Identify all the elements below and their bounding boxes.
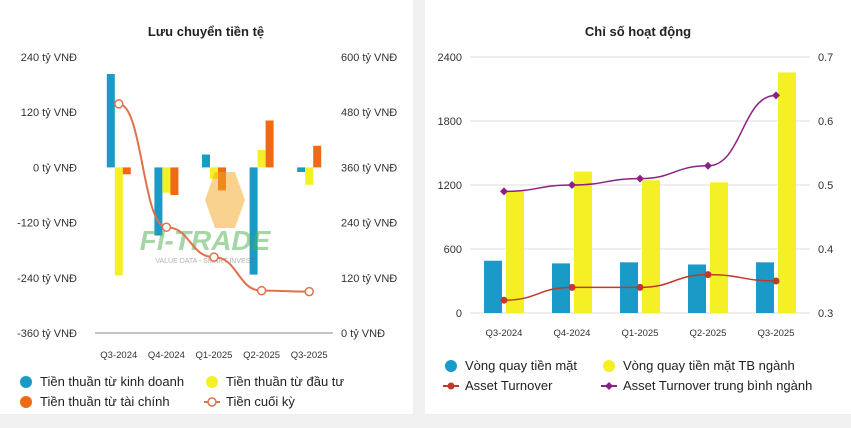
point-tien-cuoi-ky: [256, 285, 267, 296]
bar-vòng-quay-tiền-mặt: [688, 264, 706, 313]
x-axis-category-label: Q4-2024: [554, 328, 591, 339]
line-tien-cuoi-ky: [118, 102, 310, 293]
bar-vòng-quay-tiền-mặt: [484, 260, 502, 313]
point-asset-turnover-trung-bình-ngành: [772, 91, 780, 100]
x-axis-category-label: Q2-2025: [243, 350, 280, 361]
watermark-tagline: VALUE DATA - SMART INVEST: [155, 258, 255, 265]
point-asset-turnover: [500, 296, 508, 304]
activity-ratios-chart: Chỉ số hoạt động 2400 1800 1200 600 0 0.7 0.6 0…: [438, 24, 834, 393]
cash-flow-chart: Lưu chuyển tiền tệ 240 tỷ VNĐ 120 tỷ VNĐ 0…: [17, 24, 397, 409]
bar-tiền-thuần-từ-kinh-doanh: [297, 167, 306, 172]
left-axis-tick-label: -120 tỷ VNĐ: [17, 218, 77, 230]
right-axis-tick-label: 0.3: [818, 308, 833, 320]
left-axis-tick-label: 1200: [438, 180, 462, 192]
legend-marker: [603, 360, 615, 372]
legend-label: Tiền thuần từ tài chính: [40, 394, 170, 409]
bar-tiền-thuần-từ-đầu-tư: [162, 167, 171, 193]
legend-label: Asset Turnover trung bình ngành: [623, 378, 812, 393]
legend-marker-dot: [207, 397, 217, 407]
legend-label: Tiền thuần từ kinh doanh: [40, 374, 184, 389]
point-tien-cuoi-ky: [114, 99, 124, 109]
bar-vòng-quay-tiền-mặt-tb-ngành: [574, 171, 592, 313]
left-axis-tick-label: 120 tỷ VNĐ: [21, 107, 77, 119]
left-axis-tick-label: 2400: [438, 52, 462, 64]
legend-marker: [20, 376, 32, 388]
legend-marker: [445, 360, 457, 372]
x-axis-category-label: Q1-2025: [622, 328, 659, 339]
point-asset-turnover: [636, 283, 644, 291]
point-tien-cuoi-ky: [161, 222, 172, 232]
x-axis-category-label: Q3-2024: [100, 350, 137, 361]
bar-vòng-quay-tiền-mặt-tb-ngành: [506, 191, 524, 313]
right-axis-tick-label: 240 tỷ VNĐ: [341, 218, 397, 230]
bar-tiền-thuần-từ-kinh-doanh: [154, 167, 163, 236]
x-axis-category-label: Q4-2024: [148, 350, 185, 361]
watermark-brand: FI-TRADE: [140, 225, 272, 256]
left-axis-tick-label: 0: [456, 308, 462, 320]
right-axis-tick-label: 120 tỷ VNĐ: [341, 273, 397, 285]
legend-label: Vòng quay tiền mặt TB ngành: [623, 358, 795, 373]
x-axis-category-label: Q3-2024: [486, 328, 523, 339]
legend-marker: [206, 376, 218, 388]
left-axis-tick-label: 600: [444, 244, 462, 256]
bar-vòng-quay-tiền-mặt-tb-ngành: [642, 180, 660, 313]
legend-marker: [20, 396, 32, 408]
bar-tiền-thuần-từ-kinh-doanh: [106, 74, 115, 168]
line-asset-turnover-trung-bình-ngành: [503, 94, 777, 193]
right-axis-tick-label: 0.6: [818, 116, 833, 128]
bar-vòng-quay-tiền-mặt-tb-ngành: [710, 182, 728, 313]
cash-flow-panel: Lưu chuyển tiền tệ 240 tỷ VNĐ 120 tỷ VNĐ 0…: [0, 0, 413, 414]
fi-trade-watermark: FI-TRADE VALUE DATA - SMART INVEST: [140, 172, 272, 265]
legend-marker-dot: [447, 382, 455, 390]
legend-label: Tiền thuần từ đầu tư: [226, 374, 344, 389]
watermark-shape: [205, 172, 245, 228]
bar-tiền-thuần-từ-kinh-doanh: [249, 167, 258, 275]
right-axis-tick-label: 0.5: [818, 180, 833, 192]
bar-tiền-thuần-từ-tài-chính: [170, 167, 179, 195]
bar-tiền-thuần-từ-tài-chính: [265, 120, 274, 168]
legend-label: Tiền cuối kỳ: [226, 394, 295, 409]
legend-marker-dot: [605, 382, 613, 390]
bar-vòng-quay-tiền-mặt-tb-ngành: [778, 72, 796, 313]
point-tien-cuoi-ky: [304, 286, 314, 297]
right-axis-tick-label: 360 tỷ VNĐ: [341, 162, 397, 174]
right-axis-tick-label: 0.4: [818, 244, 833, 256]
bar-vòng-quay-tiền-mặt: [756, 262, 774, 313]
right-axis-tick-label: 480 tỷ VNĐ: [341, 107, 397, 119]
x-axis-category-label: Q1-2025: [196, 350, 233, 361]
left-axis-tick-label: -240 tỷ VNĐ: [17, 273, 77, 285]
chart-title: Chỉ số hoạt động: [585, 24, 691, 39]
chart-title: Lưu chuyển tiền tệ: [148, 24, 264, 39]
right-axis-tick-label: 600 tỷ VNĐ: [341, 52, 397, 64]
point-tien-cuoi-ky: [209, 252, 219, 262]
bar-tiền-thuần-từ-đầu-tư: [210, 167, 218, 179]
point-asset-turnover: [772, 277, 780, 285]
point-asset-turnover-trung-bình-ngành: [704, 161, 712, 170]
bar-tiền-thuần-từ-tài-chính: [122, 167, 131, 175]
point-asset-turnover-trung-bình-ngành: [568, 181, 576, 189]
bar-tiền-thuần-từ-đầu-tư: [114, 167, 123, 276]
bar-tiền-thuần-từ-tài-chính: [313, 145, 322, 168]
x-axis-category-label: Q3-2025: [291, 350, 328, 361]
left-axis-tick-label: -360 tỷ VNĐ: [17, 328, 77, 340]
left-axis-tick-label: 1800: [438, 116, 462, 128]
right-axis-tick-label: 0 tỷ VNĐ: [341, 328, 385, 340]
point-asset-turnover-trung-bình-ngành: [500, 187, 508, 196]
left-axis-tick-label: 0 tỷ VNĐ: [33, 162, 77, 174]
left-axis-tick-label: 240 tỷ VNĐ: [21, 52, 77, 64]
legend-label: Vòng quay tiền mặt: [465, 358, 577, 373]
x-axis-category-label: Q3-2025: [758, 328, 795, 339]
x-axis-category-label: Q2-2025: [690, 328, 727, 339]
point-asset-turnover: [704, 271, 712, 279]
activity-ratios-panel: Chỉ số hoạt động 2400 1800 1200 600 0 0.7 0.6 0…: [425, 0, 851, 414]
point-asset-turnover: [568, 283, 576, 291]
legend-label: Asset Turnover: [465, 378, 553, 393]
bar-tiền-thuần-từ-kinh-doanh: [202, 154, 210, 168]
bar-tiền-thuần-từ-đầu-tư: [257, 149, 266, 168]
right-axis-tick-label: 0.7: [818, 52, 833, 64]
bar-tiền-thuần-từ-đầu-tư: [305, 167, 314, 185]
point-asset-turnover-trung-bình-ngành: [636, 174, 644, 183]
